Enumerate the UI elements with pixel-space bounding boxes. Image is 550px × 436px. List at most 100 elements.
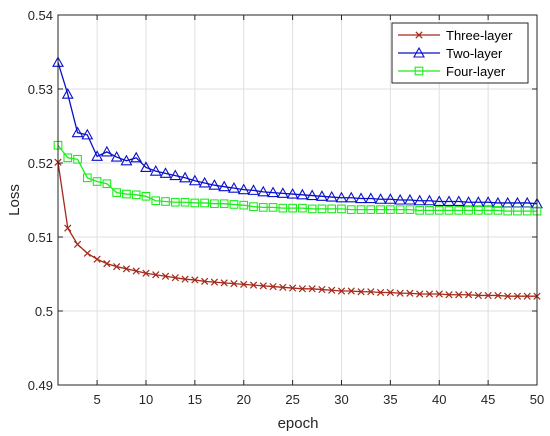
data-point <box>201 277 209 286</box>
y-tick-label: 0.54 <box>28 8 53 23</box>
data-point <box>279 283 287 291</box>
data-point <box>386 205 395 214</box>
x-tick-label: 45 <box>481 392 495 407</box>
series-two-layer <box>52 56 543 209</box>
legend-item: Four-layer <box>398 64 506 79</box>
data-point <box>327 204 337 214</box>
data-point <box>445 291 453 299</box>
data-point <box>63 153 73 163</box>
data-point <box>142 269 150 277</box>
data-point <box>307 204 317 214</box>
data-point <box>513 206 522 216</box>
data-point <box>503 206 513 216</box>
data-point <box>198 176 211 188</box>
x-tick-label: 20 <box>237 392 251 407</box>
data-point <box>298 285 307 293</box>
data-point <box>200 198 209 208</box>
data-point <box>452 195 465 207</box>
x-tick-labels: 5 10 15 20 25 30 35 40 45 50 <box>93 392 544 407</box>
data-point <box>345 191 358 203</box>
data-point <box>316 190 328 201</box>
data-point <box>386 288 394 297</box>
data-point <box>161 197 170 206</box>
x-tick-label: 15 <box>188 392 202 407</box>
data-point <box>188 174 201 186</box>
data-point <box>191 276 199 284</box>
data-point <box>434 206 444 215</box>
data-point <box>218 180 231 192</box>
data-point <box>513 292 522 300</box>
data-point <box>435 290 443 298</box>
data-point <box>355 192 367 204</box>
data-point <box>423 194 436 206</box>
data-point <box>230 279 238 288</box>
data-point <box>122 265 131 273</box>
data-point <box>171 274 179 282</box>
data-point <box>259 282 267 290</box>
data-point <box>210 278 219 286</box>
data-point <box>149 165 162 176</box>
series-line <box>57 162 537 297</box>
data-point <box>240 280 248 288</box>
data-point <box>356 205 366 214</box>
data-point <box>318 285 326 294</box>
y-tick-label: 0.5 <box>35 304 53 319</box>
data-point <box>325 190 338 202</box>
data-point <box>130 151 143 163</box>
data-point <box>288 203 297 213</box>
data-point <box>484 291 492 300</box>
data-point <box>483 206 493 215</box>
data-point <box>413 194 426 206</box>
data-point <box>73 154 82 164</box>
data-point <box>416 290 424 298</box>
x-axis-label: epoch <box>278 415 319 432</box>
data-point <box>131 190 141 200</box>
x-tick-label: 10 <box>139 392 153 407</box>
data-point <box>249 281 258 289</box>
y-tick-label: 0.52 <box>28 156 53 171</box>
legend-marker <box>413 46 425 58</box>
data-point <box>308 285 316 293</box>
legend-label: Two-layer <box>446 46 503 61</box>
plot-frame <box>57 14 538 386</box>
data-point <box>179 171 192 183</box>
data-point <box>298 203 307 213</box>
data-point <box>296 188 309 200</box>
x-tick-label: 5 <box>93 392 100 407</box>
data-point <box>405 205 415 214</box>
data-point <box>141 191 151 201</box>
y-tick-labels: 0.49 0.5 0.51 0.52 0.53 0.54 <box>28 8 53 393</box>
data-point <box>247 184 260 195</box>
data-point <box>425 206 434 215</box>
y-tick-label: 0.51 <box>28 230 53 245</box>
data-point <box>113 262 121 271</box>
data-point <box>269 282 277 291</box>
series-layer <box>52 56 543 300</box>
data-point <box>140 161 152 172</box>
data-point <box>357 288 365 296</box>
data-point <box>93 255 101 263</box>
data-point <box>102 179 112 189</box>
series-line <box>57 62 538 205</box>
data-point <box>239 200 249 210</box>
data-point <box>455 291 463 299</box>
data-point <box>103 260 111 268</box>
data-point <box>152 271 160 279</box>
data-point <box>112 188 122 197</box>
data-point <box>249 202 258 212</box>
data-point <box>406 289 414 297</box>
data-point <box>523 292 531 300</box>
data-point <box>122 189 131 199</box>
data-point <box>367 288 375 296</box>
data-point <box>384 193 397 204</box>
y-axis-label: Loss <box>6 184 23 216</box>
data-point <box>374 193 387 204</box>
data-point <box>110 150 123 162</box>
legend-marker <box>415 31 423 39</box>
data-point <box>219 199 229 209</box>
x-tick-label: 35 <box>383 392 397 407</box>
y-tick-label: 0.49 <box>28 378 53 393</box>
legend: Three-layer Two-layer Four-layer <box>391 22 529 84</box>
data-point <box>433 195 446 207</box>
